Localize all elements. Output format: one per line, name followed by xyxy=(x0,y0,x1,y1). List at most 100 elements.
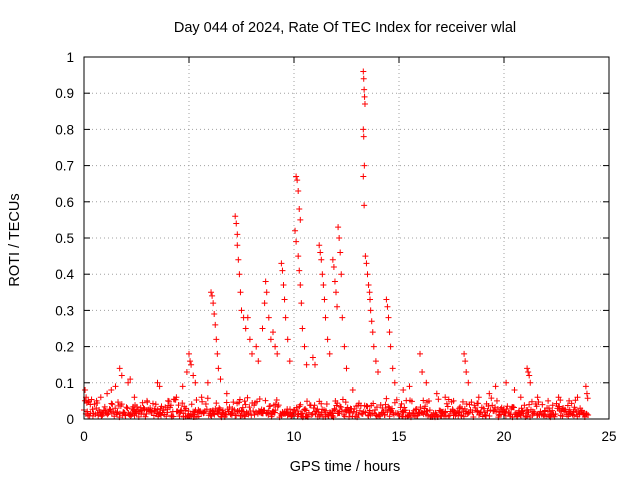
y-axis-label: ROTI / TECUs xyxy=(7,193,23,286)
x-tick-label: 0 xyxy=(80,429,88,444)
data-point xyxy=(211,311,218,318)
data-point xyxy=(444,403,451,410)
data-point xyxy=(296,267,303,274)
data-point xyxy=(322,314,329,321)
data-point xyxy=(308,411,315,418)
data-point xyxy=(383,296,390,303)
data-point xyxy=(406,383,413,390)
data-point xyxy=(405,412,412,419)
data-point xyxy=(503,379,510,386)
data-point xyxy=(246,336,253,343)
data-point xyxy=(389,365,396,372)
data-point xyxy=(480,405,487,412)
data-point xyxy=(193,397,200,404)
data-point xyxy=(84,408,91,415)
data-point xyxy=(486,413,493,420)
data-point xyxy=(273,396,280,403)
data-point xyxy=(364,271,371,278)
y-tick-label: 0.3 xyxy=(55,303,74,318)
data-point xyxy=(302,405,309,412)
data-point xyxy=(295,187,302,194)
data-point xyxy=(219,407,226,414)
data-point xyxy=(526,401,533,408)
data-point xyxy=(144,397,150,404)
data-point xyxy=(259,325,266,332)
data-point xyxy=(298,300,305,307)
data-point xyxy=(175,402,182,409)
data-point xyxy=(400,387,407,394)
data-point xyxy=(139,399,146,406)
data-point xyxy=(255,358,262,365)
x-tick-label: 15 xyxy=(391,429,406,444)
data-point xyxy=(361,162,368,169)
data-point xyxy=(233,220,240,227)
data-point xyxy=(324,336,331,343)
data-point xyxy=(87,401,94,408)
data-point xyxy=(131,394,138,401)
data-point xyxy=(510,404,517,411)
data-point xyxy=(360,68,367,75)
data-point xyxy=(125,379,132,386)
data-point xyxy=(108,387,115,394)
data-point xyxy=(539,401,546,408)
grid-lines xyxy=(84,57,609,419)
data-point xyxy=(284,336,291,343)
data-point xyxy=(236,271,243,278)
data-point xyxy=(334,303,341,310)
data-point xyxy=(338,404,345,411)
y-tick-label: 0.5 xyxy=(55,231,74,246)
data-point xyxy=(362,253,369,260)
data-point xyxy=(278,260,285,267)
data-point xyxy=(293,238,300,245)
data-point xyxy=(299,325,306,332)
data-point xyxy=(173,394,180,401)
data-point xyxy=(372,358,379,365)
data-point xyxy=(524,413,531,420)
plot-frame xyxy=(83,56,610,420)
data-point xyxy=(245,411,252,418)
data-point xyxy=(582,383,589,390)
data-point xyxy=(293,404,300,411)
data-point xyxy=(525,368,532,375)
y-tick-label: 0 xyxy=(66,412,74,427)
data-point xyxy=(321,296,328,303)
data-point xyxy=(242,325,249,332)
data-point xyxy=(88,396,95,403)
data-point xyxy=(363,403,370,410)
data-point xyxy=(188,361,195,368)
data-point xyxy=(198,394,205,401)
data-point xyxy=(506,410,513,417)
data-point xyxy=(584,395,591,402)
data-point xyxy=(316,242,323,249)
data-point xyxy=(483,412,490,419)
data-points xyxy=(81,68,592,421)
data-point xyxy=(116,365,123,372)
data-point xyxy=(246,404,253,411)
data-point xyxy=(337,249,344,256)
data-point xyxy=(528,398,535,405)
data-point xyxy=(239,404,246,411)
data-point xyxy=(566,406,573,413)
data-point xyxy=(217,376,224,383)
data-point xyxy=(521,402,528,409)
data-point xyxy=(442,394,449,401)
data-point xyxy=(531,409,538,415)
data-point xyxy=(559,405,566,412)
x-tick-label: 5 xyxy=(185,429,193,444)
data-point xyxy=(433,390,440,397)
data-point xyxy=(406,409,413,416)
data-point xyxy=(391,379,398,386)
data-point xyxy=(223,399,230,406)
data-point xyxy=(534,394,541,401)
data-point xyxy=(341,343,348,350)
y-tick-label: 0.8 xyxy=(55,122,74,137)
data-point xyxy=(393,396,400,403)
data-point xyxy=(234,242,241,249)
data-point xyxy=(555,394,562,401)
data-point xyxy=(133,403,140,410)
data-point xyxy=(566,397,573,404)
data-point xyxy=(318,256,325,263)
data-point xyxy=(566,410,573,417)
data-point xyxy=(335,224,342,231)
data-point xyxy=(124,405,131,412)
